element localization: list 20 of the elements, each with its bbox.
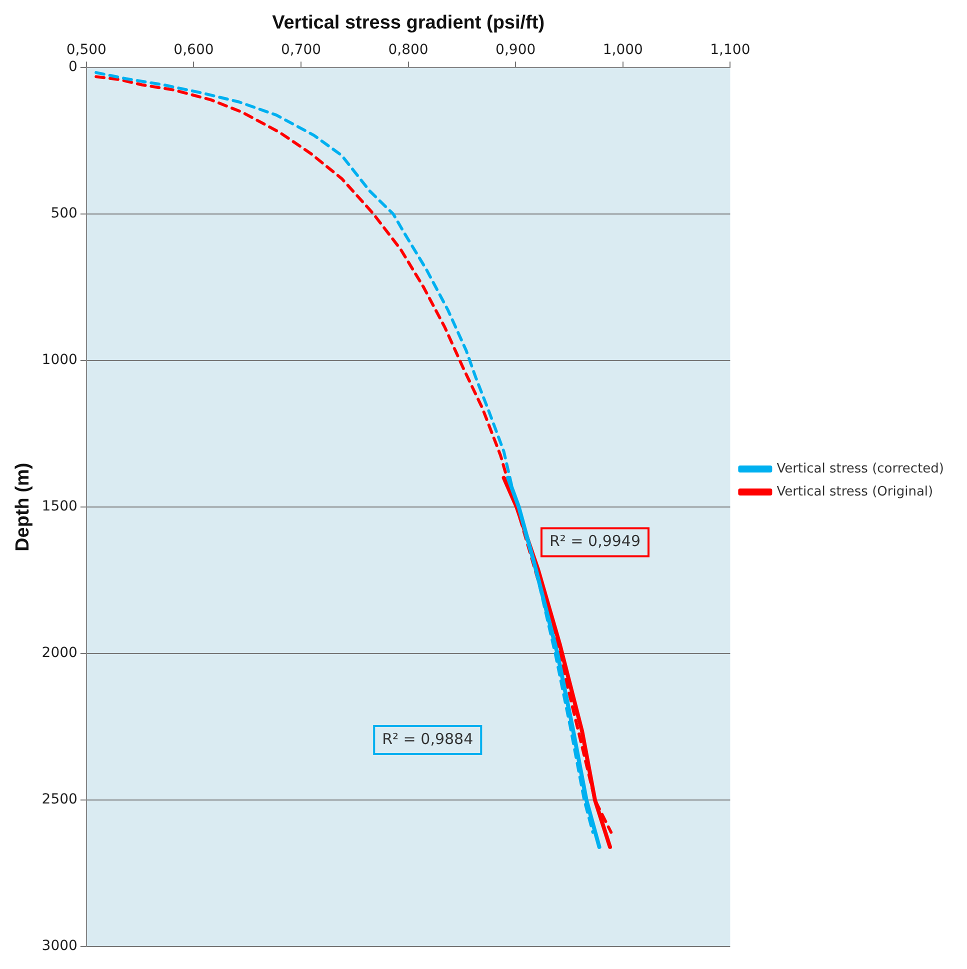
x-tick-label: 0,900 bbox=[496, 42, 536, 58]
x-tick-label: 1,000 bbox=[602, 42, 643, 58]
y-tick-label: 2000 bbox=[42, 645, 78, 662]
x-axis-title: Vertical stress gradient (psi/ft) bbox=[272, 12, 545, 34]
y-tick-label: 1000 bbox=[42, 352, 78, 368]
y-tick-label: 2500 bbox=[42, 792, 78, 808]
legend-label: Vertical stress (corrected) bbox=[776, 461, 944, 476]
x-tick-label: 0,700 bbox=[280, 42, 322, 58]
y-tick-label: 0 bbox=[68, 59, 78, 76]
y-tick-label: 3000 bbox=[42, 938, 78, 954]
x-tick-label: 1,100 bbox=[710, 42, 750, 58]
annotation: R² = 0,9949 bbox=[549, 532, 641, 550]
x-tick-label: 0,500 bbox=[66, 42, 106, 58]
legend-label: Vertical stress (Original) bbox=[776, 484, 934, 500]
y-tick-label: 500 bbox=[50, 206, 78, 222]
annotation: R² = 0,9884 bbox=[382, 730, 474, 748]
y-tick-label: 1500 bbox=[42, 498, 78, 515]
x-tick-label: 0,800 bbox=[388, 42, 428, 58]
x-tick-label: 0,600 bbox=[174, 42, 214, 58]
y-axis-title: Depth (m) bbox=[12, 462, 34, 552]
